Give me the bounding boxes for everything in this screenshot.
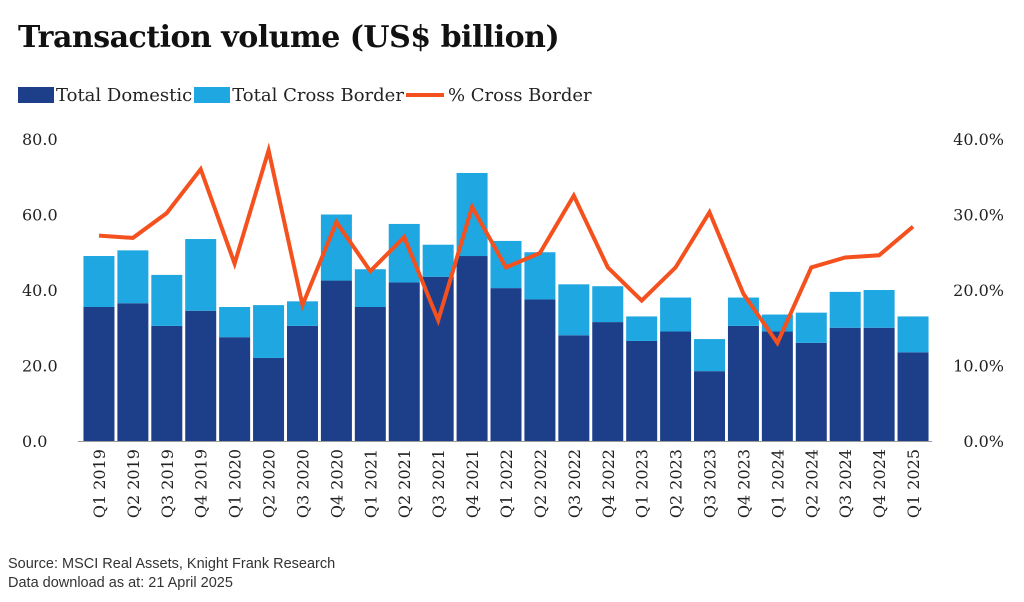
- y-left-tick-label: 20.0: [22, 357, 58, 376]
- bar-total-domestic: [83, 306, 115, 441]
- legend-label-cross-border: Total Cross Border: [232, 84, 404, 106]
- x-category-label: Q2 2019: [124, 449, 143, 518]
- bar-total-domestic: [761, 331, 793, 441]
- bar-total-domestic: [185, 310, 217, 441]
- x-category-label: Q2 2022: [531, 449, 550, 518]
- x-category-label: Q2 2023: [667, 449, 686, 518]
- y-left-tick-label: 80.0: [22, 130, 58, 149]
- legend-item-pct-cross-border: % Cross Border: [405, 84, 592, 106]
- bar-total-cross-border: [592, 286, 624, 323]
- bar-total-domestic: [626, 340, 658, 441]
- chart-legend: Total Domestic Total Cross Border % Cros…: [18, 82, 594, 108]
- y-left-tick-label: 40.0: [22, 281, 58, 300]
- x-category-label: Q4 2021: [463, 449, 482, 518]
- bar-total-cross-border: [524, 252, 556, 300]
- bar-total-domestic: [286, 325, 318, 441]
- source-note: Source: MSCI Real Assets, Knight Frank R…: [8, 555, 335, 593]
- x-category-label: Q1 2025: [904, 449, 923, 518]
- bar-total-cross-border: [897, 316, 929, 353]
- x-category-label: Q4 2020: [327, 449, 346, 518]
- bar-total-domestic: [219, 337, 251, 441]
- bar-total-cross-border: [829, 291, 861, 328]
- y-left-tick-label: 0.0: [22, 432, 47, 451]
- bar-total-domestic: [694, 371, 726, 441]
- bar-total-cross-border: [185, 239, 217, 311]
- bar-total-domestic: [592, 322, 624, 441]
- y-right-tick-label: 40.0%: [953, 130, 1004, 149]
- bar-total-cross-border: [151, 274, 183, 326]
- bar-total-domestic: [151, 325, 183, 441]
- x-category-label: Q3 2021: [429, 449, 448, 518]
- bar-total-domestic: [253, 357, 285, 441]
- bar-total-cross-border: [558, 284, 590, 336]
- bar-total-cross-border: [117, 250, 149, 304]
- x-category-label: Q4 2022: [599, 449, 618, 518]
- bar-total-domestic: [863, 327, 895, 441]
- bar-total-cross-border: [83, 256, 115, 307]
- line-pct-cross-border: [98, 142, 915, 347]
- bar-total-cross-border: [422, 244, 454, 277]
- x-category-label: Q2 2024: [802, 449, 821, 518]
- bar-total-domestic: [320, 280, 352, 441]
- legend-swatch-domestic: [18, 87, 54, 103]
- legend-label-pct-cross-border: % Cross Border: [447, 84, 592, 106]
- x-category-label: Q4 2023: [734, 449, 753, 518]
- bar-total-domestic: [897, 352, 929, 441]
- bar-total-domestic: [660, 331, 692, 441]
- chart-title: Transaction volume (US$ billion): [18, 20, 560, 55]
- bar-total-cross-border: [694, 339, 726, 372]
- bar-total-cross-border: [388, 223, 420, 283]
- bar-total-domestic: [795, 342, 827, 441]
- bar-total-cross-border: [863, 290, 895, 328]
- bar-layer: [83, 172, 929, 441]
- y-left-tick-label: 60.0: [22, 206, 58, 225]
- data-download-line: Data download as at: 21 April 2025: [8, 575, 233, 591]
- source-line: Source: MSCI Real Assets, Knight Frank R…: [8, 556, 336, 572]
- x-category-label: Q3 2020: [294, 449, 313, 518]
- bar-total-domestic: [727, 325, 759, 441]
- bar-total-domestic: [422, 276, 454, 441]
- legend-swatch-pct-cross-border: [405, 93, 444, 97]
- bar-total-domestic: [558, 335, 590, 441]
- x-category-label: Q1 2020: [226, 449, 245, 518]
- y-right-tick-label: 30.0%: [953, 206, 1004, 225]
- bar-total-domestic: [829, 327, 861, 441]
- y-right-tick-label: 20.0%: [953, 281, 1004, 300]
- x-category-label: Q3 2022: [565, 449, 584, 518]
- bar-total-domestic: [388, 282, 420, 441]
- legend-item-cross-border: Total Cross Border: [194, 85, 404, 106]
- line-layer: [98, 142, 915, 347]
- bar-total-cross-border: [660, 297, 692, 332]
- legend-item-domestic: Total Domestic: [18, 85, 192, 106]
- y-right-tick-label: 0.0%: [963, 432, 1004, 451]
- bar-total-cross-border: [219, 306, 251, 338]
- bar-total-domestic: [524, 299, 556, 441]
- x-category-label: Q3 2023: [701, 449, 720, 518]
- bar-total-cross-border: [626, 316, 658, 341]
- axis-layer: 0.0 20.0 40.0 60.0 80.0 0.0% 10.0% 20.0% 30.0% 40…: [22, 130, 1004, 518]
- bar-total-domestic: [490, 288, 522, 441]
- x-category-label: Q2 2021: [395, 449, 414, 518]
- x-category-label: Q1 2022: [497, 449, 516, 518]
- x-category-label: Q1 2021: [361, 449, 380, 518]
- x-category-label: Q1 2024: [768, 449, 787, 518]
- x-category-label: Q4 2024: [870, 449, 889, 518]
- legend-swatch-cross-border: [194, 87, 231, 103]
- x-category-label: Q3 2024: [836, 449, 855, 518]
- bar-total-cross-border: [795, 312, 827, 343]
- bar-total-cross-border: [253, 305, 285, 358]
- legend-label-domestic: Total Domestic: [56, 84, 193, 106]
- x-category-label: Q1 2019: [90, 449, 109, 518]
- bar-total-domestic: [456, 256, 488, 441]
- x-category-label: Q4 2019: [192, 449, 211, 518]
- x-category-label: Q3 2019: [158, 449, 177, 518]
- bar-total-domestic: [354, 306, 386, 441]
- y-right-tick-label: 10.0%: [953, 357, 1004, 376]
- x-category-label: Q2 2020: [260, 449, 279, 518]
- bar-total-domestic: [117, 303, 149, 441]
- x-category-label: Q1 2023: [633, 449, 652, 518]
- bar-total-cross-border: [354, 269, 386, 307]
